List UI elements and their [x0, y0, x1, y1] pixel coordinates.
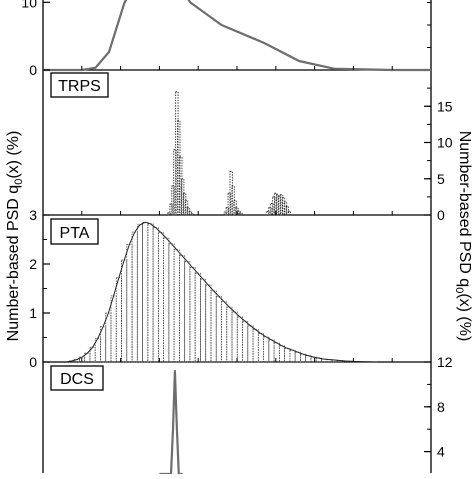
bar-trps-g1 — [183, 193, 185, 215]
tick-label-right: 5 — [437, 171, 445, 187]
pta-envelope — [66, 222, 376, 362]
bar-pta — [148, 224, 153, 362]
bar-pta — [132, 232, 137, 362]
tick-label-left: 0 — [29, 354, 37, 370]
panel-label-dcs-box: DCS — [51, 366, 103, 390]
bar-pta — [164, 238, 169, 362]
bar-pta — [190, 267, 195, 362]
tick-label-right: 4 — [437, 444, 445, 460]
bar-pta — [295, 352, 300, 362]
bar-pta — [253, 330, 258, 362]
bar-pta — [200, 279, 205, 362]
panel-label-dcs: DCS — [60, 371, 94, 388]
bar-pta — [248, 326, 253, 362]
tick-label-right: 8 — [437, 399, 445, 415]
tick-label-right: 0 — [437, 207, 445, 223]
bar-pta — [106, 313, 111, 362]
tick-label-left: 1 — [29, 305, 37, 321]
bar-pta — [274, 343, 279, 362]
bar-pta — [258, 334, 263, 362]
series-line-dcs — [159, 371, 182, 474]
bar-pta — [285, 348, 290, 362]
bar-pta — [100, 327, 105, 362]
bar-pta — [243, 321, 248, 362]
series-line-top — [43, 0, 431, 70]
bar-pta — [279, 346, 284, 362]
bar-trps-g3 — [269, 208, 271, 215]
bar-pta — [195, 273, 200, 362]
bar-pta — [269, 340, 274, 362]
tick-label-right: 10 — [437, 135, 453, 151]
tick-label-right: 12 — [437, 354, 453, 370]
bar-pta — [137, 225, 142, 362]
bar-pta — [237, 317, 242, 362]
bar-pta — [227, 307, 232, 362]
bar-pta — [153, 228, 158, 362]
tick-label-left: 10 — [21, 0, 37, 10]
bar-pta — [221, 302, 226, 362]
tick-label-left: 2 — [29, 256, 37, 272]
chart-marks — [43, 0, 431, 474]
panel-label-trps: TRPS — [58, 78, 101, 95]
bar-pta — [143, 222, 148, 362]
bar-pta — [300, 354, 305, 362]
right-axis-title: Number-based PSD q0(x) (%) — [453, 131, 473, 342]
bar-trps-g2 — [226, 208, 228, 215]
bar-pta — [111, 296, 116, 362]
bar-trps-g3 — [284, 202, 286, 215]
bar-pta — [232, 312, 237, 362]
tick-label-right: 15 — [437, 98, 453, 114]
tick-label-left: 0 — [29, 62, 37, 78]
bar-pta — [264, 337, 269, 362]
bar-pta — [116, 278, 121, 362]
bar-pta — [290, 350, 295, 362]
tick-label-left: 3 — [29, 207, 37, 223]
bar-pta — [216, 296, 221, 362]
panel-label-pta: PTA — [60, 225, 90, 242]
panel-label-trps-box: TRPS — [51, 73, 108, 97]
bar-pta — [211, 291, 216, 362]
bar-pta — [174, 250, 179, 362]
bar-pta — [179, 256, 184, 362]
bar-pta — [158, 233, 163, 362]
bar-trps-g2 — [228, 193, 230, 215]
panel-label-pta-box: PTA — [51, 219, 98, 244]
bar-pta — [169, 244, 174, 362]
left-axis-title: Number-based PSD q0(x) (%) — [5, 131, 25, 342]
bar-pta — [206, 285, 211, 362]
bar-pta — [185, 262, 190, 362]
panel-frames — [43, 0, 431, 473]
bar-pta — [122, 260, 127, 362]
bar-pta — [127, 244, 132, 362]
